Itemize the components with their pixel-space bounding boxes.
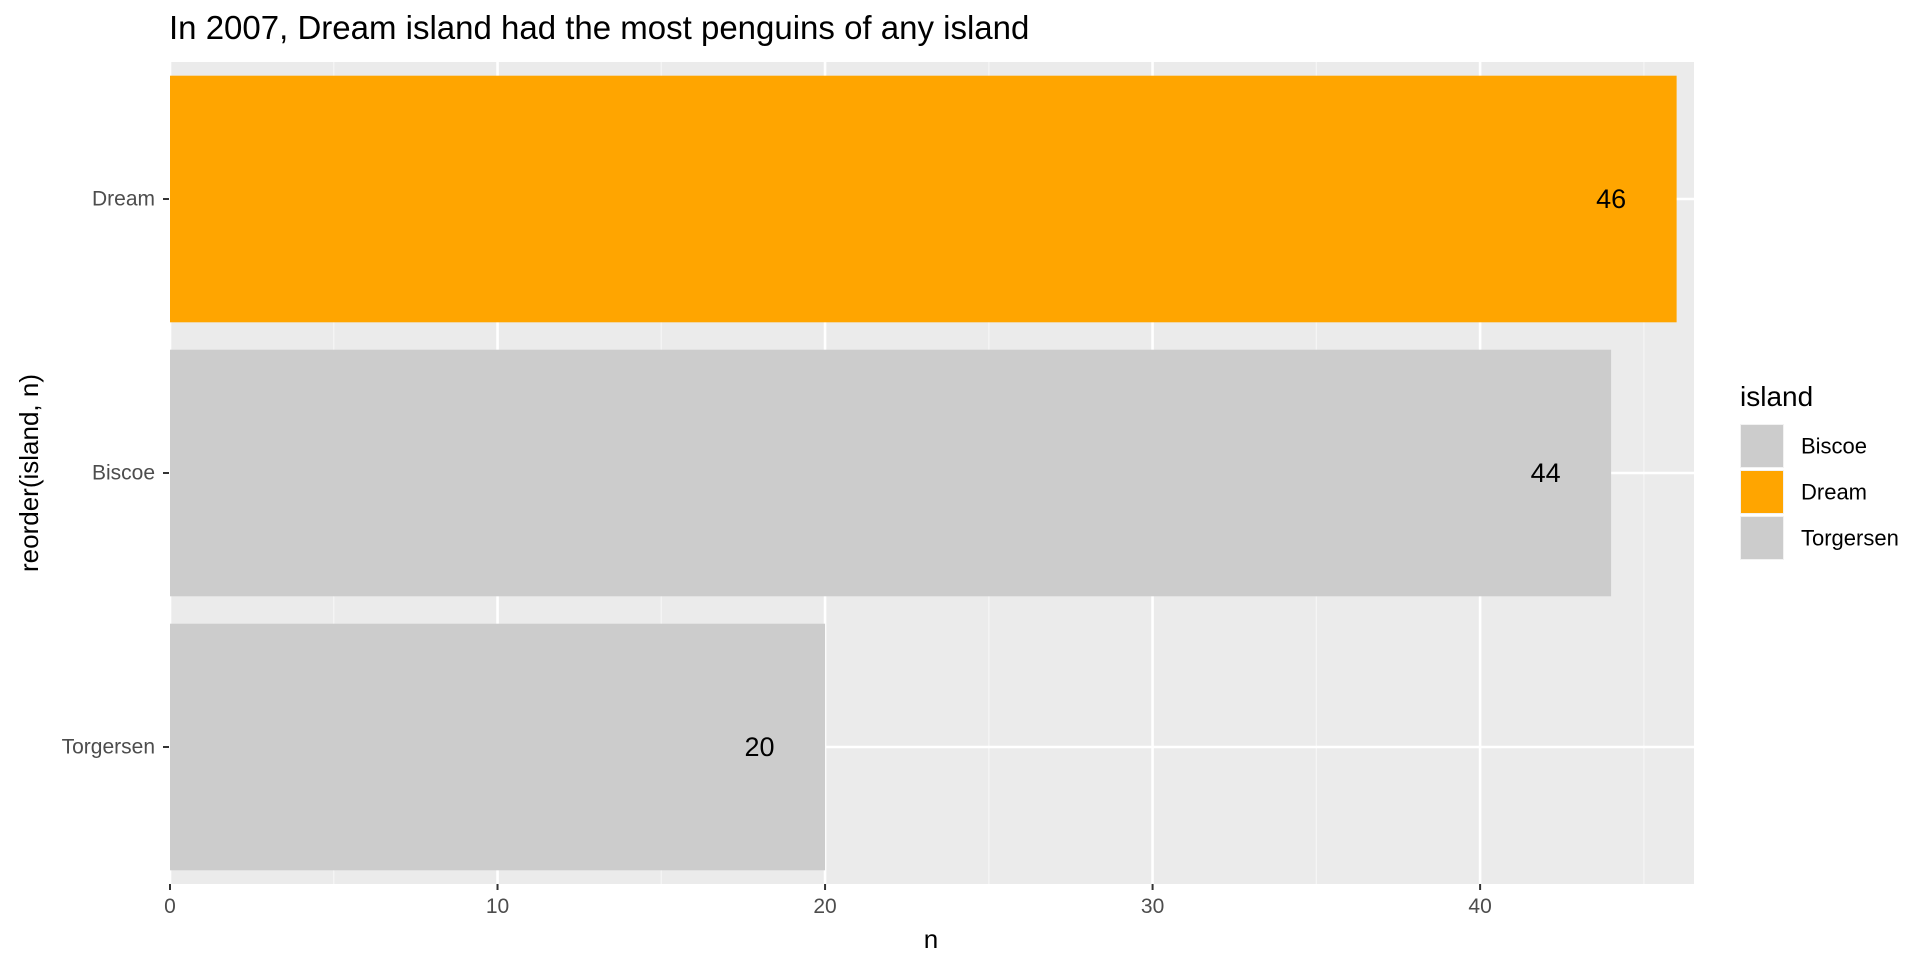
legend-title: island bbox=[1740, 381, 1813, 412]
bar-torgersen bbox=[170, 623, 826, 871]
y-tick-label: Dream bbox=[92, 188, 155, 211]
bar-dream bbox=[170, 75, 1677, 323]
bar-value-label: 46 bbox=[1596, 184, 1626, 214]
bar-labels-layer: 20 44 46 bbox=[745, 184, 1627, 762]
x-tick-label: 10 bbox=[486, 895, 509, 918]
y-axis-title: reorder(island, n) bbox=[14, 374, 44, 572]
x-tick-label: 40 bbox=[1468, 895, 1491, 918]
x-axis-title: n bbox=[924, 924, 938, 954]
bars-layer bbox=[170, 75, 1677, 871]
y-tick-label: Biscoe bbox=[92, 462, 155, 485]
bar-value-label: 44 bbox=[1531, 458, 1561, 488]
legend: island Biscoe Dream Torgersen bbox=[1740, 381, 1899, 560]
chart-title: In 2007, Dream island had the most pengu… bbox=[169, 9, 1029, 46]
x-tick-label: 30 bbox=[1141, 895, 1164, 918]
legend-label: Dream bbox=[1801, 480, 1867, 505]
x-tick-label: 0 bbox=[164, 895, 176, 918]
bar-value-label: 20 bbox=[745, 732, 775, 762]
y-axis: Torgersen Biscoe Dream bbox=[62, 188, 169, 759]
legend-swatch-torgersen bbox=[1741, 517, 1783, 559]
y-tick-label: Torgersen bbox=[62, 736, 155, 759]
legend-swatch-dream bbox=[1741, 471, 1783, 513]
legend-label: Torgersen bbox=[1801, 526, 1899, 551]
bar-biscoe bbox=[170, 349, 1612, 597]
x-tick-label: 20 bbox=[813, 895, 836, 918]
legend-label: Biscoe bbox=[1801, 434, 1867, 459]
x-axis: 0 10 20 30 40 bbox=[164, 884, 1492, 918]
legend-swatch-biscoe bbox=[1741, 425, 1783, 467]
